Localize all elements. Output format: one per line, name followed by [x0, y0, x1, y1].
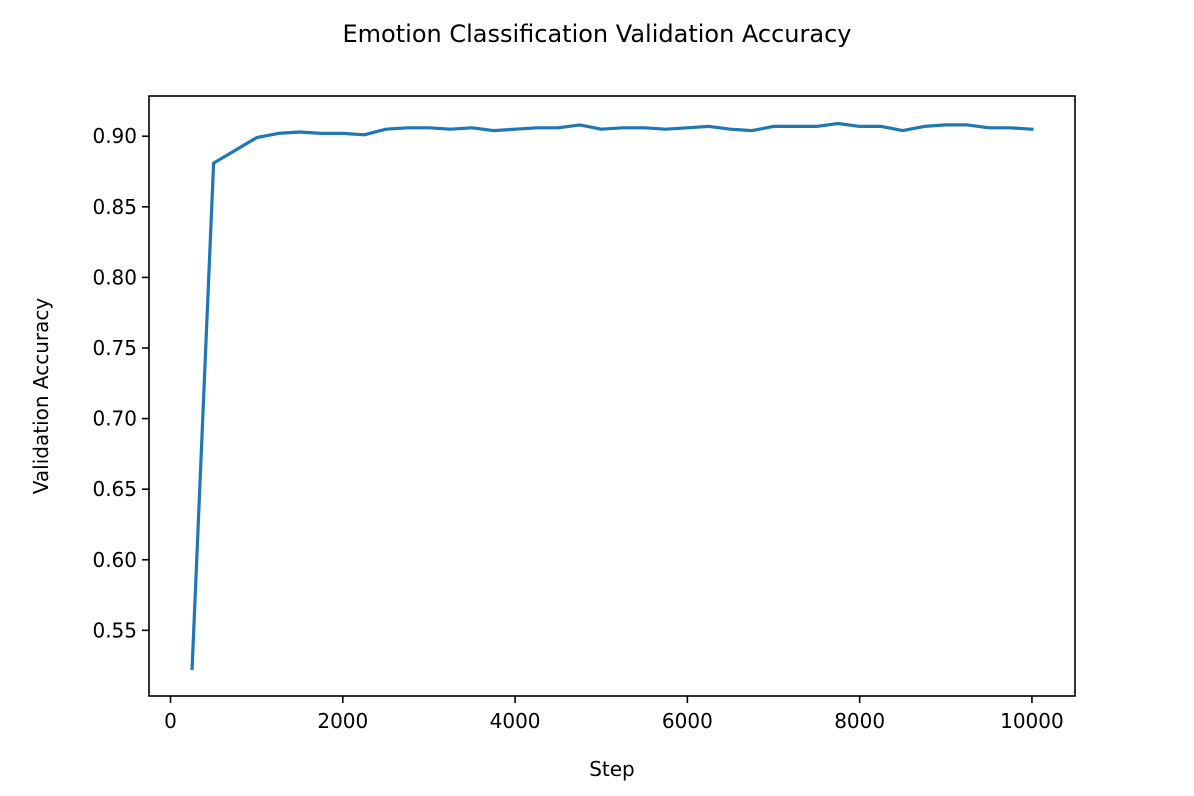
data-point	[836, 122, 840, 125]
data-point	[492, 129, 495, 132]
data-point	[556, 126, 560, 129]
data-point	[578, 123, 581, 127]
x-tick-label: 10000	[1000, 709, 1064, 733]
x-axis-label: Step	[589, 757, 635, 781]
data-point	[793, 125, 797, 128]
data-point	[987, 126, 991, 129]
data-point	[772, 125, 775, 128]
data-point	[470, 126, 474, 129]
y-axis-label: Validation Accuracy	[29, 298, 53, 495]
data-point	[664, 127, 668, 131]
data-point	[879, 125, 883, 128]
data-point	[233, 149, 237, 152]
data-point	[427, 126, 431, 129]
data-point	[406, 126, 409, 129]
y-tick-label: 0.70	[92, 407, 137, 431]
y-tick-label: 0.55	[92, 618, 137, 642]
data-point	[363, 133, 366, 137]
y-axis: 0.55 0.60 0.65 0.70 0.75 0.80 0.85 0.90	[92, 124, 149, 642]
data-point	[923, 125, 926, 128]
data-point	[535, 126, 538, 129]
data-point	[1009, 126, 1012, 129]
x-tick-label: 8000	[834, 709, 885, 733]
y-tick-label: 0.90	[92, 124, 137, 148]
y-tick-label: 0.80	[92, 265, 137, 289]
data-point	[750, 129, 754, 132]
data-point	[966, 123, 969, 127]
x-tick-label: 0	[164, 709, 177, 733]
y-tick-label: 0.65	[92, 477, 137, 501]
data-point	[686, 126, 689, 129]
data-point	[901, 129, 904, 132]
data-point	[320, 132, 323, 135]
series-points	[190, 122, 1034, 670]
data-point	[341, 132, 345, 135]
data-point	[858, 125, 861, 128]
y-tick-label: 0.60	[92, 548, 137, 572]
data-point	[298, 130, 301, 134]
data-point	[277, 132, 280, 135]
data-point	[815, 125, 818, 128]
plot-area	[190, 121, 1034, 671]
data-point	[212, 161, 215, 165]
data-point	[600, 127, 603, 131]
chart-title: Emotion Classification Validation Accura…	[343, 20, 852, 48]
data-point	[513, 127, 517, 131]
y-tick-label: 0.85	[92, 195, 137, 219]
series-line	[190, 121, 1034, 671]
x-tick-label: 2000	[317, 709, 368, 733]
x-tick-label: 4000	[490, 709, 541, 733]
plot-frame	[148, 95, 1076, 697]
data-point	[944, 123, 947, 127]
data-point	[449, 127, 452, 131]
x-axis: 0 2000 4000 6000 8000 10000	[164, 696, 1064, 733]
y-tick-label: 0.75	[92, 336, 137, 360]
x-tick-label: 6000	[662, 709, 713, 733]
data-point	[255, 136, 258, 139]
data-point	[1030, 127, 1034, 131]
data-point	[621, 126, 624, 129]
data-point	[707, 125, 711, 128]
data-point	[384, 127, 388, 131]
data-point	[190, 667, 194, 670]
data-point	[643, 126, 646, 129]
data-point	[729, 127, 732, 131]
